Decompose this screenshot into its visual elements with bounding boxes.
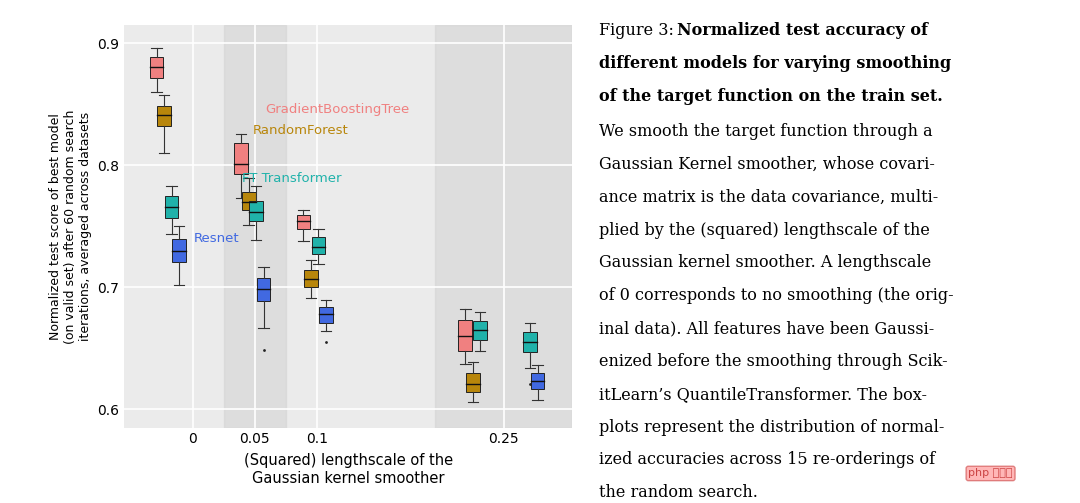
X-axis label: (Squared) lengthscale of the
Gaussian kernel smoother: (Squared) lengthscale of the Gaussian ke…	[244, 453, 453, 486]
Bar	[224, 25, 286, 428]
Bar	[249, 201, 264, 221]
Bar	[158, 106, 171, 126]
Text: plots represent the distribution of normal-: plots represent the distribution of norm…	[599, 418, 945, 436]
Y-axis label: Normalized test score of best model
(on valid set) after 60 random search
iterat: Normalized test score of best model (on …	[49, 109, 92, 344]
Bar	[297, 215, 310, 229]
Text: We smooth the target function through a: We smooth the target function through a	[599, 123, 933, 140]
Bar	[257, 278, 270, 301]
Bar	[234, 143, 248, 174]
Bar	[465, 373, 480, 392]
Text: Gaussian Kernel smoother, whose covari-: Gaussian Kernel smoother, whose covari-	[599, 156, 935, 173]
Text: Gaussian kernel smoother. A lengthscale: Gaussian kernel smoother. A lengthscale	[599, 255, 932, 272]
Text: Figure 3:: Figure 3:	[599, 22, 679, 39]
Text: of 0 corresponds to no smoothing (the orig-: of 0 corresponds to no smoothing (the or…	[599, 287, 954, 304]
Text: Normalized test accuracy of: Normalized test accuracy of	[677, 22, 928, 39]
Text: of the target function on the train set.: of the target function on the train set.	[599, 88, 943, 105]
Bar	[473, 321, 487, 340]
Bar	[242, 192, 256, 210]
Bar	[172, 238, 186, 262]
Bar	[150, 57, 163, 77]
Bar	[459, 320, 472, 351]
Text: ized accuracies across 15 re-orderings of: ized accuracies across 15 re-orderings o…	[599, 451, 935, 468]
Text: FT Transformer: FT Transformer	[243, 173, 342, 186]
Text: GradientBoostingTree: GradientBoostingTree	[265, 103, 409, 116]
Bar	[530, 373, 544, 388]
Text: the random search.: the random search.	[599, 484, 758, 501]
Text: itLearn’s QuantileTransformer. The box-: itLearn’s QuantileTransformer. The box-	[599, 386, 928, 403]
Bar	[164, 196, 178, 218]
Text: inal data). All features have been Gaussi-: inal data). All features have been Gauss…	[599, 320, 934, 337]
Bar	[435, 25, 572, 428]
Bar	[311, 237, 325, 255]
Text: different models for varying smoothing: different models for varying smoothing	[599, 55, 951, 72]
Text: enized before the smoothing through Scik-: enized before the smoothing through Scik…	[599, 353, 948, 370]
Bar	[305, 270, 318, 287]
Text: php 中文网: php 中文网	[969, 468, 1013, 478]
Text: plied by the (squared) lengthscale of the: plied by the (squared) lengthscale of th…	[599, 221, 930, 238]
Text: RandomForest: RandomForest	[253, 124, 348, 137]
Text: ance matrix is the data covariance, multi-: ance matrix is the data covariance, mult…	[599, 189, 939, 206]
Bar	[319, 307, 333, 323]
Text: Resnet: Resnet	[194, 232, 240, 245]
Bar	[523, 332, 537, 352]
